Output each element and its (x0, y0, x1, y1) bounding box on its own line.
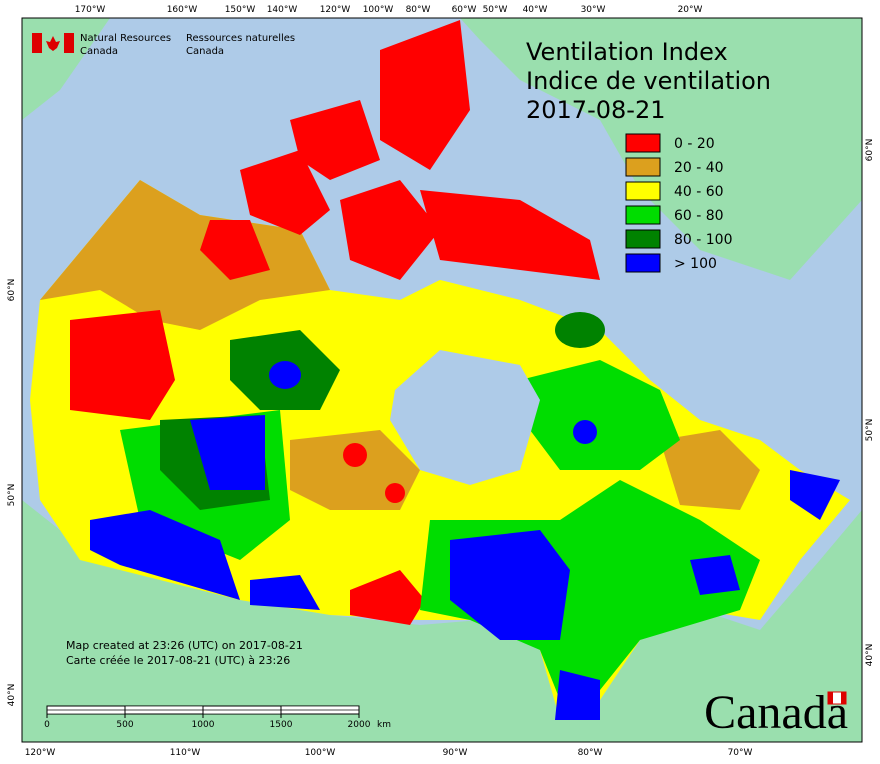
agency-name: Canada (186, 46, 224, 57)
map-frame (21, 17, 863, 743)
region-over-100 (90, 510, 240, 600)
legend-label: 20 - 40 (674, 160, 724, 176)
longitude-label: 100°W (363, 5, 394, 15)
legend-swatch (625, 205, 661, 225)
scale-bar-segment (202, 709, 282, 715)
legend-swatch (625, 181, 661, 201)
hudson-bay (390, 350, 540, 485)
region-0-20 (70, 310, 175, 420)
latitude-label: 40°N (865, 644, 875, 667)
region-over-100 (573, 420, 597, 444)
region-over-100 (555, 670, 600, 720)
longitude-label: 30°W (581, 5, 606, 15)
agency-name: Natural Resources (80, 33, 171, 44)
longitude-label: 140°W (267, 5, 298, 15)
longitude-label: 20°W (678, 5, 703, 15)
greenland (460, 18, 862, 280)
wordmark-flag (841, 692, 846, 704)
map-area (21, 17, 863, 743)
longitude-label: 100°W (305, 748, 336, 758)
scale-bar-segment (280, 705, 360, 711)
longitude-label: 60°W (452, 5, 477, 15)
legend: 0 - 20 20 - 40 40 - 60 60 - 80 80 - 100 > 100 (625, 133, 733, 273)
scale-label: 2000 (348, 720, 371, 730)
region-over-100 (690, 555, 740, 595)
region-over-100 (190, 415, 265, 490)
maple-leaf (46, 36, 60, 51)
scale-bar-segment (46, 709, 126, 715)
scale-bar: 0 500 1000 1500 2000 km (44, 705, 391, 730)
legend-swatch (625, 133, 661, 153)
legend-swatch (625, 157, 661, 177)
scale-label: 500 (116, 720, 133, 730)
scale-label: 1000 (192, 720, 215, 730)
alaska-land (22, 18, 110, 120)
title-date: 2017-08-21 (526, 96, 665, 124)
latitude-label: 60°N (7, 279, 17, 302)
longitude-label: 160°W (167, 5, 198, 15)
legend-label: 40 - 60 (674, 184, 724, 200)
scale-unit: km (377, 720, 391, 730)
region-over-100 (450, 530, 570, 640)
scale-label: 1500 (270, 720, 293, 730)
arctic-islands (200, 20, 600, 280)
flag-bar (32, 33, 42, 53)
united-states (22, 500, 862, 742)
legend-label: > 100 (674, 256, 717, 272)
region-0-20 (343, 443, 367, 467)
title: Indice de ventilation (526, 67, 771, 95)
agency-name: Ressources naturelles (186, 33, 295, 44)
region-0-20 (385, 483, 405, 503)
legend-label: 0 - 20 (674, 136, 715, 152)
region-80-100 (555, 312, 605, 348)
longitude-label: 40°W (523, 5, 548, 15)
legend-label: 60 - 80 (674, 208, 724, 224)
latitude-label: 60°N (865, 139, 875, 162)
region-60-80 (520, 360, 680, 470)
legend-label: 80 - 100 (674, 232, 733, 248)
title: Ventilation Index (526, 38, 728, 66)
longitude-label: 120°W (320, 5, 351, 15)
map-note: Carte créée le 2017-08-21 (UTC) à 23:26 (66, 654, 290, 667)
wordmark-flag (828, 692, 833, 704)
map-note: Map created at 23:26 (UTC) on 2017-08-21 (66, 639, 303, 652)
region-over-100 (790, 470, 840, 520)
graticule-labels: 170°W 160°W 150°W 140°W 120°W 100°W 80°W 60°W 50… (7, 5, 875, 758)
agency-name: Canada (80, 46, 118, 57)
latitude-label: 50°N (7, 484, 17, 507)
legend-swatch (625, 229, 661, 249)
region-over-100 (250, 575, 320, 610)
scale-bar-segment (124, 705, 204, 711)
region-20-40 (660, 430, 760, 510)
latitude-label: 40°N (7, 684, 17, 707)
longitude-label: 170°W (75, 5, 106, 15)
longitude-label: 70°W (728, 748, 753, 758)
flag-bar (64, 33, 74, 53)
region-over-100 (269, 361, 301, 389)
longitude-label: 50°W (483, 5, 508, 15)
legend-swatch (625, 253, 661, 273)
wordmark: Canada (704, 686, 848, 739)
longitude-label: 80°W (578, 748, 603, 758)
longitude-label: 110°W (170, 748, 201, 758)
region-20-40 (40, 180, 330, 330)
longitude-label: 90°W (443, 748, 468, 758)
latitude-label: 50°N (865, 419, 875, 442)
nrcan-signature: Natural Resources Canada Ressources natu… (32, 33, 295, 57)
longitude-label: 150°W (225, 5, 256, 15)
longitude-label: 120°W (25, 748, 56, 758)
region-40-60 (400, 280, 540, 370)
longitude-label: 80°W (406, 5, 431, 15)
region-0-20 (350, 570, 425, 625)
scale-label: 0 (44, 720, 50, 730)
